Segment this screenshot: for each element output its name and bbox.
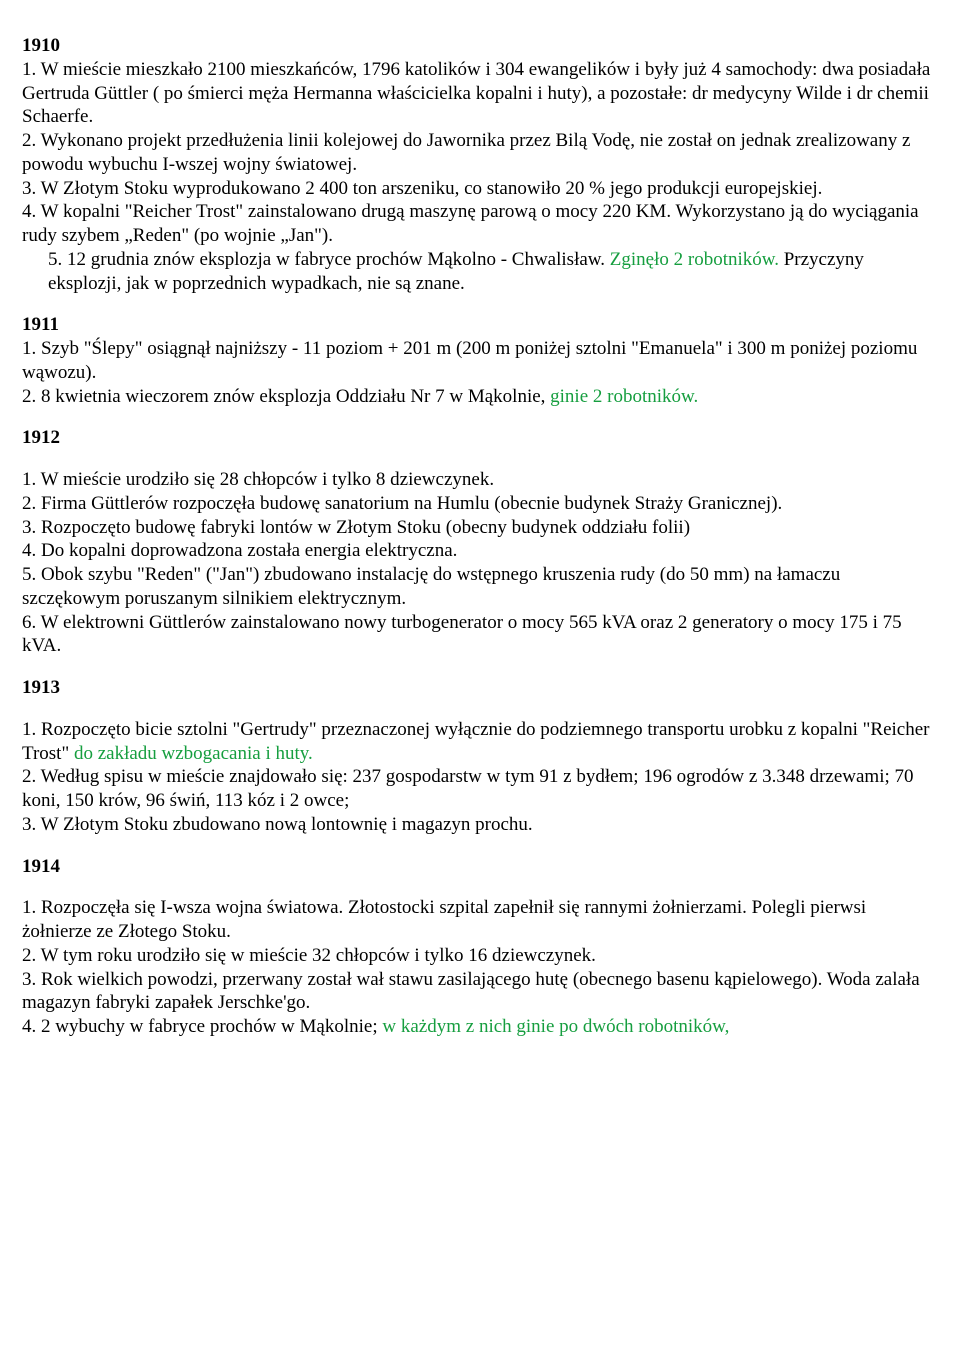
p-1913-3: 3. W Złotym Stoku zbudowano nową lontown… bbox=[22, 813, 938, 837]
section-1912: 1912 1. W mieście urodziło się 28 chłopc… bbox=[22, 426, 938, 658]
p-1910-5a: 5. 12 grudnia znów eksplozja w fabryce p… bbox=[48, 249, 610, 270]
p-1914-4: 4. 2 wybuchy w fabryce prochów w Mąkolni… bbox=[22, 1015, 938, 1039]
p-1914-4a: 4. 2 wybuchy w fabryce prochów w Mąkolni… bbox=[22, 1016, 382, 1037]
p-1910-4: 4. W kopalni "Reicher Trost" zainstalowa… bbox=[22, 200, 938, 248]
year-1910: 1910 bbox=[22, 34, 938, 58]
year-1914: 1914 bbox=[22, 855, 938, 879]
p-1914-4b: w każdym z nich ginie po dwóch robotnikó… bbox=[382, 1016, 729, 1037]
p-1911-1: 1. Szyb "Ślepy" osiągnął najniższy - 11 … bbox=[22, 337, 938, 385]
spacer bbox=[22, 450, 938, 468]
p-1910-2: 2. Wykonano projekt przedłużenia linii k… bbox=[22, 129, 938, 177]
section-1914: 1914 1. Rozpoczęła się I-wsza wojna świa… bbox=[22, 855, 938, 1039]
p-1910-5: 5. 12 grudnia znów eksplozja w fabryce p… bbox=[22, 248, 938, 296]
year-1912: 1912 bbox=[22, 426, 938, 450]
p-1914-1: 1. Rozpoczęła się I-wsza wojna światowa.… bbox=[22, 896, 938, 944]
p-1912-3: 3. Rozpoczęto budowę fabryki lontów w Zł… bbox=[22, 516, 938, 540]
spacer bbox=[22, 700, 938, 718]
section-1910: 1910 1. W mieście mieszkało 2100 mieszka… bbox=[22, 34, 938, 295]
p-1911-2: 2. 8 kwietnia wieczorem znów eksplozja O… bbox=[22, 385, 938, 409]
p-1911-2b: ginie 2 robotników. bbox=[550, 386, 698, 407]
p-1910-3: 3. W Złotym Stoku wyprodukowano 2 400 to… bbox=[22, 177, 938, 201]
year-1913: 1913 bbox=[22, 676, 938, 700]
p-1910-5b: Zginęło 2 robotników. bbox=[610, 249, 779, 270]
p-1912-1: 1. W mieście urodziło się 28 chłopców i … bbox=[22, 468, 938, 492]
p-1912-5: 5. Obok szybu "Reden" ("Jan") zbudowano … bbox=[22, 563, 938, 611]
p-1913-2: 2. Według spisu w mieście znajdowało się… bbox=[22, 765, 938, 813]
year-1911: 1911 bbox=[22, 313, 938, 337]
p-1912-4: 4. Do kopalni doprowadzona została energ… bbox=[22, 539, 938, 563]
p-1912-6: 6. W elektrowni Güttlerów zainstalowano … bbox=[22, 611, 938, 659]
section-1911: 1911 1. Szyb "Ślepy" osiągnął najniższy … bbox=[22, 313, 938, 408]
spacer bbox=[22, 878, 938, 896]
p-1912-2: 2. Firma Güttlerów rozpoczęła budowę san… bbox=[22, 492, 938, 516]
p-1913-1b: do zakładu wzbogacania i huty. bbox=[74, 743, 313, 764]
section-1913: 1913 1. Rozpoczęto bicie sztolni "Gertru… bbox=[22, 676, 938, 837]
p-1914-3: 3. Rok wielkich powodzi, przerwany zosta… bbox=[22, 968, 938, 1016]
p-1910-1: 1. W mieście mieszkało 2100 mieszkańców,… bbox=[22, 58, 938, 129]
p-1911-2a: 2. 8 kwietnia wieczorem znów eksplozja O… bbox=[22, 386, 550, 407]
p-1913-1: 1. Rozpoczęto bicie sztolni "Gertrudy" p… bbox=[22, 718, 938, 766]
p-1914-2: 2. W tym roku urodziło się w mieście 32 … bbox=[22, 944, 938, 968]
